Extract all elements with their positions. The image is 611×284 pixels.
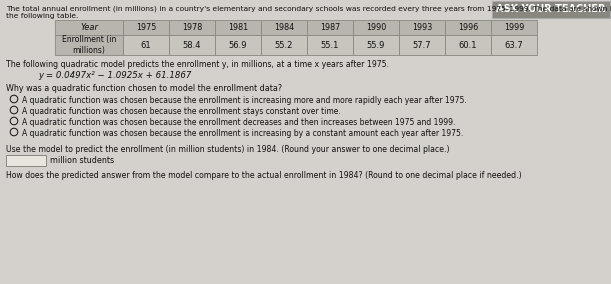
FancyBboxPatch shape — [491, 20, 537, 35]
FancyBboxPatch shape — [399, 20, 445, 35]
Text: y = 0.0497x² − 1.0925x + 61.1867: y = 0.0497x² − 1.0925x + 61.1867 — [38, 71, 191, 80]
FancyBboxPatch shape — [261, 20, 307, 35]
Text: A quadratic function was chosen because the enrollment stays constant over time.: A quadratic function was chosen because … — [22, 107, 341, 116]
FancyBboxPatch shape — [6, 155, 46, 166]
FancyBboxPatch shape — [307, 35, 353, 55]
FancyBboxPatch shape — [123, 35, 169, 55]
Text: the following table.: the following table. — [6, 13, 78, 19]
FancyBboxPatch shape — [399, 35, 445, 55]
Text: 1975: 1975 — [136, 23, 156, 32]
Text: Enrollment (in
millions): Enrollment (in millions) — [62, 35, 116, 55]
FancyBboxPatch shape — [123, 20, 169, 35]
FancyBboxPatch shape — [491, 35, 537, 55]
Text: 55.2: 55.2 — [275, 41, 293, 49]
FancyBboxPatch shape — [55, 20, 123, 35]
Text: The total annual enrollment (in millions) in a country's elementary and secondar: The total annual enrollment (in millions… — [6, 6, 611, 12]
Text: 55.1: 55.1 — [321, 41, 339, 49]
Text: 1981: 1981 — [228, 23, 248, 32]
Text: 1996: 1996 — [458, 23, 478, 32]
Text: 61: 61 — [141, 41, 152, 49]
FancyBboxPatch shape — [445, 20, 491, 35]
FancyBboxPatch shape — [215, 20, 261, 35]
Text: Why was a quadratic function chosen to model the enrollment data?: Why was a quadratic function chosen to m… — [6, 84, 282, 93]
Text: 1999: 1999 — [504, 23, 524, 32]
FancyBboxPatch shape — [261, 35, 307, 55]
Text: The following quadratic model predicts the enrollment y, in millions, at a time : The following quadratic model predicts t… — [6, 60, 389, 69]
Text: Use the model to predict the enrollment (in million students) in 1984. (Round yo: Use the model to predict the enrollment … — [6, 145, 450, 154]
Text: A quadratic function was chosen because the enrollment is increasing more and mo: A quadratic function was chosen because … — [22, 96, 467, 105]
Text: 58.4: 58.4 — [183, 41, 201, 49]
FancyBboxPatch shape — [169, 35, 215, 55]
FancyBboxPatch shape — [215, 35, 261, 55]
FancyBboxPatch shape — [307, 20, 353, 35]
Text: 60.1: 60.1 — [459, 41, 477, 49]
FancyBboxPatch shape — [169, 20, 215, 35]
Text: 1978: 1978 — [182, 23, 202, 32]
Text: 57.7: 57.7 — [412, 41, 431, 49]
FancyBboxPatch shape — [445, 35, 491, 55]
Text: Year: Year — [80, 23, 98, 32]
FancyBboxPatch shape — [55, 35, 123, 55]
Text: 1984: 1984 — [274, 23, 294, 32]
Text: 1993: 1993 — [412, 23, 432, 32]
Text: million students: million students — [50, 156, 114, 165]
Text: 1987: 1987 — [320, 23, 340, 32]
FancyBboxPatch shape — [492, 1, 610, 18]
Text: 1990: 1990 — [366, 23, 386, 32]
Text: A quadratic function was chosen because the enrollment decreases and then increa: A quadratic function was chosen because … — [22, 118, 455, 127]
Text: 63.7: 63.7 — [505, 41, 524, 49]
Text: How does the predicted answer from the model compare to the actual enrollment in: How does the predicted answer from the m… — [6, 171, 522, 180]
Text: 55.9: 55.9 — [367, 41, 385, 49]
Text: 56.9: 56.9 — [229, 41, 247, 49]
FancyBboxPatch shape — [353, 20, 399, 35]
Text: ASK YOUR TEACHER: ASK YOUR TEACHER — [496, 5, 606, 14]
FancyBboxPatch shape — [353, 35, 399, 55]
Text: A quadratic function was chosen because the enrollment is increasing by a consta: A quadratic function was chosen because … — [22, 129, 463, 138]
